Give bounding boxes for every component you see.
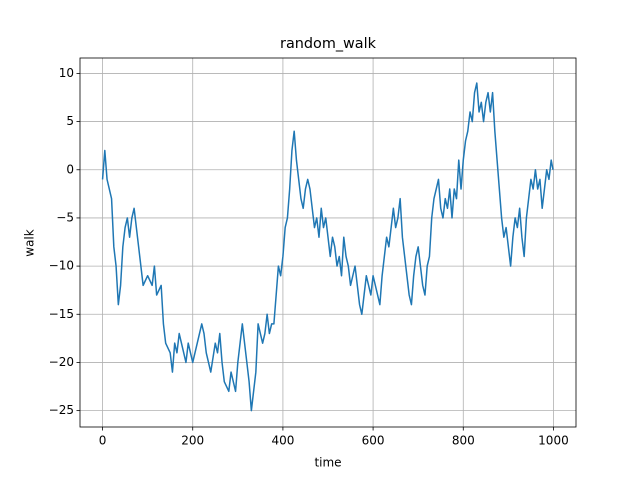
y-tick-label: 5	[66, 114, 74, 128]
y-tick-label: −10	[49, 259, 74, 273]
y-tick-label: 0	[66, 162, 74, 176]
x-tick-label: 1000	[538, 434, 569, 448]
y-axis-label: walk	[23, 229, 37, 257]
y-tick-label: −5	[56, 210, 74, 224]
x-tick-label: 0	[99, 434, 107, 448]
chart-title: random_walk	[280, 36, 377, 52]
y-tick-label: −25	[49, 403, 74, 417]
x-tick-label: 200	[181, 434, 204, 448]
x-axis-label: time	[314, 456, 341, 470]
x-tick-label: 600	[362, 434, 385, 448]
y-tick-label: −20	[49, 355, 74, 369]
x-tick-label: 400	[271, 434, 294, 448]
plot-frame	[79, 57, 577, 428]
x-tick-label: 800	[452, 434, 475, 448]
y-tick-label: 10	[59, 66, 74, 80]
data-line	[101, 82, 554, 412]
y-tick-label: −15	[49, 307, 74, 321]
